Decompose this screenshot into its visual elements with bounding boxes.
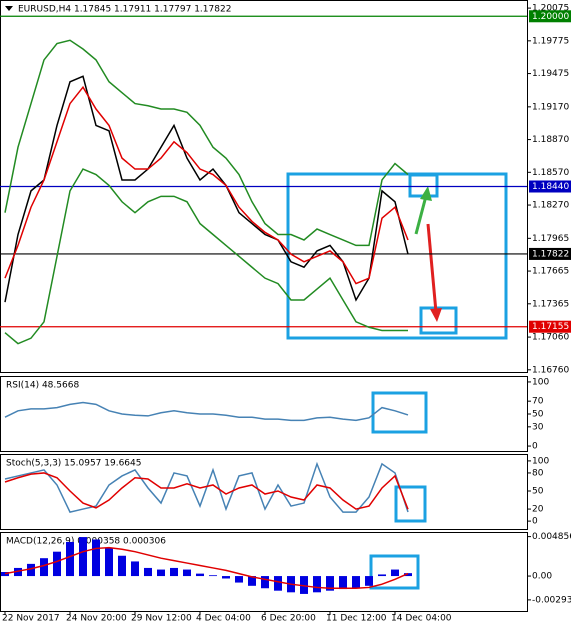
x-tick-label: 11 Dec 12:00 (326, 614, 387, 624)
y-tick-label: 100 (532, 377, 549, 387)
series-line (4, 546, 409, 589)
y-tick-label: 1.18270 (532, 201, 569, 211)
histogram-bar (235, 576, 243, 583)
histogram-bar (1, 572, 9, 577)
histogram-bar (79, 537, 87, 577)
arrow (414, 195, 428, 235)
histogram-bar (261, 576, 269, 589)
histogram-bar (300, 576, 308, 594)
series-line (4, 168, 408, 345)
highlight-box (286, 172, 508, 340)
stoch-title: Stoch(5,3,3) 15.0957 19.6645 (6, 459, 141, 469)
series-line (4, 461, 409, 513)
rsi-panel (0, 376, 528, 452)
histogram-bar (222, 576, 230, 579)
arrow-head (420, 186, 432, 201)
y-tick-label: 0.004856 (532, 532, 571, 542)
histogram-bar (183, 569, 191, 577)
histogram-bar (118, 555, 126, 577)
rsi-title: RSI(14) 48.5668 (6, 381, 79, 391)
histogram-bar (14, 567, 22, 577)
chart-title: EURUSD,H4 1.17845 1.17911 1.17797 1.1782… (18, 5, 231, 15)
stoch-panel (0, 454, 528, 530)
y-tick-label: 0 (532, 442, 538, 452)
series-line (4, 85, 409, 285)
series-line (4, 39, 409, 247)
histogram-bar (105, 547, 113, 577)
y-tick-label: 50 (532, 410, 544, 420)
y-tick-label: 50 (532, 487, 544, 497)
histogram-bar (131, 561, 139, 577)
annotations (286, 172, 508, 590)
histogram-bar (170, 567, 178, 577)
highlight-box (419, 306, 458, 335)
histogram-bar (326, 576, 334, 591)
menu-icon[interactable] (5, 6, 13, 11)
x-tick-label: 14 Dec 04:00 (391, 614, 452, 624)
histogram-bar (40, 558, 48, 577)
series-line (4, 472, 409, 510)
histogram-bar (144, 567, 152, 577)
x-tick-label: 29 Nov 12:00 (131, 614, 192, 624)
y-tick-label: 0 (532, 517, 538, 527)
x-tick-label: 4 Dec 04:00 (196, 614, 251, 624)
x-tick-label: 6 Dec 20:00 (261, 614, 316, 624)
histogram-bar (196, 573, 204, 577)
y-tick-label: 0.00 (532, 572, 552, 582)
x-tick-label: 24 Nov 20:00 (66, 614, 127, 624)
series-line (4, 401, 409, 422)
histogram-bar (53, 551, 61, 577)
histogram-bar (157, 569, 165, 577)
level-tag (529, 320, 571, 333)
y-tick-label: 1.18570 (532, 168, 569, 178)
highlight-box (394, 485, 427, 523)
level-label: 1.17155 (532, 322, 569, 332)
level-label: 1.20000 (532, 12, 569, 22)
level-tag (529, 10, 571, 23)
y-tick-label: 1.17060 (532, 333, 569, 343)
histogram-bar (248, 576, 256, 586)
highlight-box (371, 391, 428, 434)
histogram-bar (209, 575, 217, 577)
y-tick-label: 70 (532, 397, 544, 407)
histogram-bar (339, 576, 347, 590)
histogram-bar (404, 573, 412, 577)
histogram-bar (27, 563, 35, 577)
histogram-bar (365, 576, 373, 586)
histogram-bar (391, 569, 399, 577)
y-tick-label: -0.002933 (532, 595, 571, 605)
level-tag (529, 247, 571, 260)
histogram-bar (274, 576, 282, 591)
x-tick-label: 22 Nov 2017 (2, 614, 60, 624)
histogram-bar (313, 576, 321, 593)
y-tick-label: 20 (532, 505, 544, 515)
y-tick-label: 1.19170 (532, 102, 569, 112)
macd-panel (0, 532, 528, 612)
y-tick-label: 100 (532, 456, 549, 466)
histogram-bar (378, 574, 386, 577)
level-tag (529, 180, 571, 193)
y-tick-label: 30 (532, 422, 544, 432)
y-tick-label: 1.20075 (532, 4, 569, 14)
y-tick-label: 1.17665 (532, 267, 569, 277)
arrow-head (430, 308, 442, 322)
y-tick-label: 1.17365 (532, 299, 569, 309)
histogram-bar (66, 541, 74, 577)
y-tick-label: 1.16760 (532, 365, 569, 375)
arrow (426, 223, 438, 313)
y-tick-label: 1.17965 (532, 234, 569, 244)
level-label: 1.18440 (532, 182, 569, 192)
y-tick-label: 1.19475 (532, 69, 569, 79)
y-tick-label: 80 (532, 468, 544, 478)
histogram-bar (352, 576, 360, 589)
y-tick-label: 1.18870 (532, 135, 569, 145)
level-label: 1.17822 (532, 249, 569, 259)
histogram-bar (92, 539, 100, 577)
highlight-box (408, 173, 439, 198)
y-tick-label: 1.19775 (532, 36, 569, 46)
highlight-box (369, 554, 420, 590)
